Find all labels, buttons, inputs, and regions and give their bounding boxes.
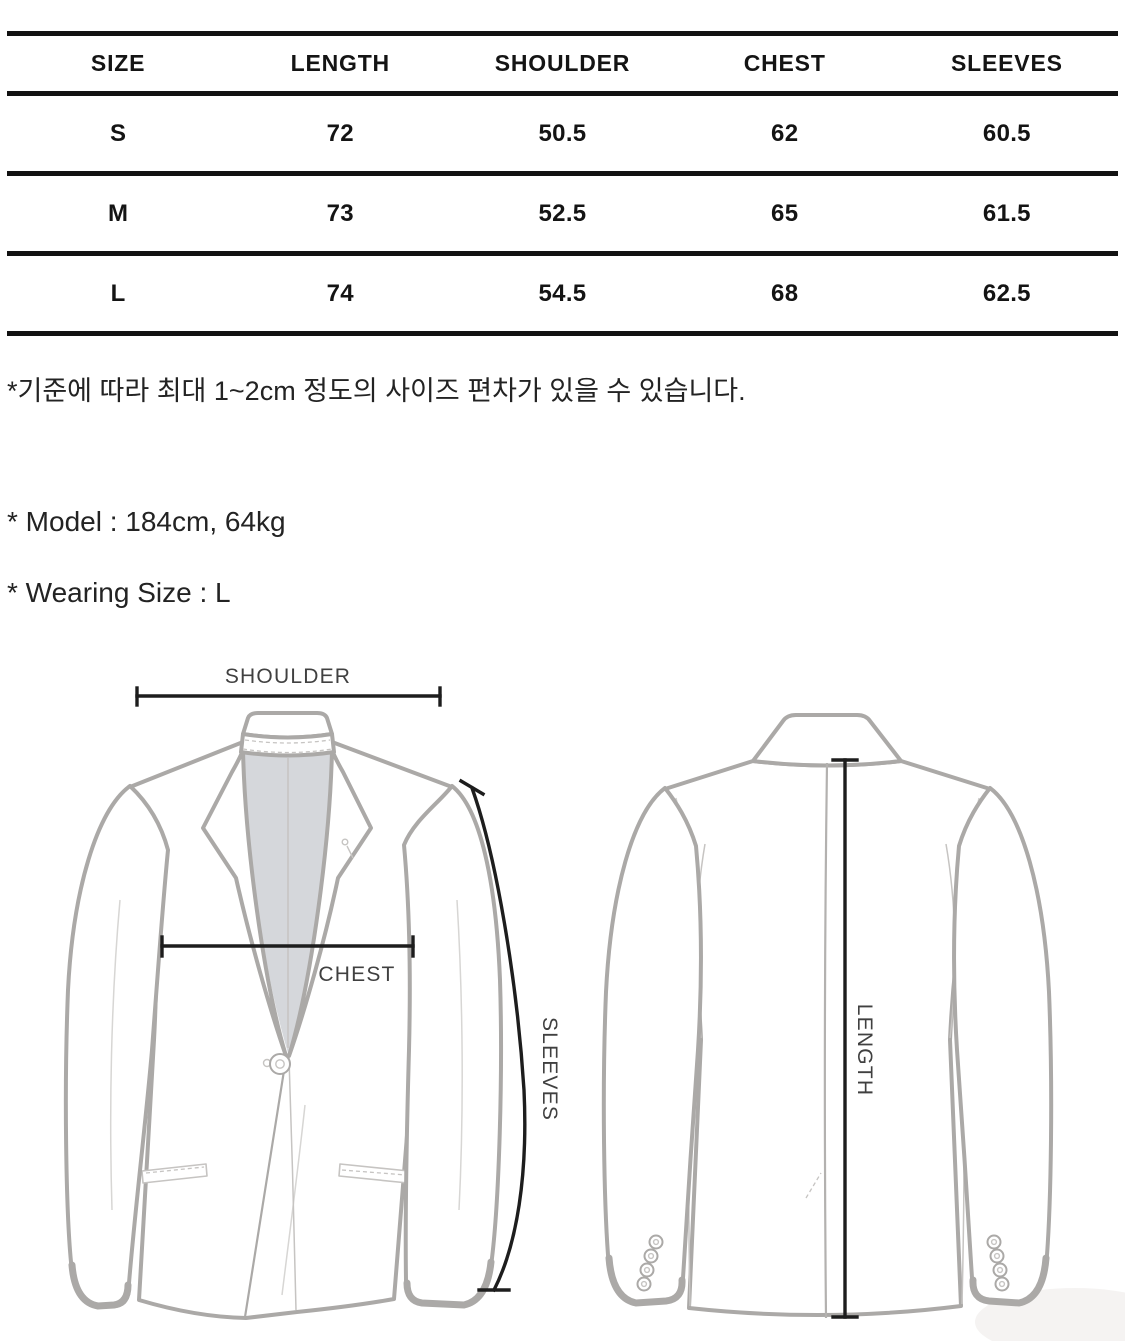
front-lapel-left [201, 748, 288, 1058]
shoulder-value: 54.5 [538, 279, 587, 307]
front-cuff-right [403, 1258, 495, 1309]
front-lapel-right [287, 748, 373, 1058]
column-header-shoulder: SHOULDER [494, 50, 631, 76]
back-cuff-left [605, 1254, 686, 1307]
sleeves-label: SLEEVES [538, 1016, 561, 1122]
back-sleeve-right [952, 786, 1054, 1305]
back-collar [751, 713, 903, 768]
measurement-lines [135, 686, 859, 1319]
back-body [663, 759, 992, 1318]
cuff-buttons-left [636, 1234, 664, 1292]
size-name: S [109, 119, 127, 147]
back-cuff-right [969, 1254, 1050, 1307]
chest-value: 65 [771, 199, 799, 227]
shoulder-value: 50.5 [538, 119, 587, 147]
front-sleeve-right [402, 784, 504, 1307]
sleeves-measure-line [458, 778, 527, 1293]
length-label: LENGTH [853, 1003, 876, 1097]
length-value: 73 [326, 199, 354, 227]
front-cuff-left [68, 1261, 132, 1310]
back-vent-mark [805, 1172, 822, 1199]
column-header-chest: CHEST [743, 50, 826, 76]
column-header-sleeves: SLEEVES [951, 50, 1063, 76]
front-sleeve-seam-left [109, 899, 121, 1211]
measurement-diagram: SHOULDER CHEST SLEEVES LENGTH [0, 650, 1125, 1341]
collar-stitch-bottom [242, 748, 333, 754]
column-header-length: LENGTH [290, 50, 390, 76]
back-jacket-illustration [601, 713, 1054, 1319]
table-row-l: L 74 54.5 68 62.5 [7, 256, 1118, 336]
shoulder-value: 52.5 [538, 199, 587, 227]
sleeves-value: 61.5 [982, 199, 1031, 227]
chest-value: 68 [771, 279, 799, 307]
table-header-row: SIZE LENGTH SHOULDER CHEST SLEEVES [7, 36, 1118, 96]
collar-stitch-top [244, 739, 331, 744]
sleeves-value: 62.5 [982, 279, 1031, 307]
chest-label: CHEST [318, 963, 396, 986]
model-info-note: * Model : 184cm, 64kg [7, 506, 286, 537]
table-row-s: S 72 50.5 62 60.5 [7, 96, 1118, 176]
length-measure-line [831, 758, 859, 1319]
chest-measure-line [160, 935, 415, 958]
size-deviation-note: *기준에 따라 최대 1~2cm 정도의 사이즈 편차가 있을 수 있습니다. [7, 376, 746, 406]
front-collar-band [239, 732, 336, 758]
front-jacket-illustration [63, 711, 504, 1320]
front-button [262, 1053, 291, 1075]
length-value: 74 [326, 279, 354, 307]
shoulder-measure-line [135, 686, 442, 707]
table-row-m: M 73 52.5 65 61.5 [7, 176, 1118, 256]
shoulder-label: SHOULDER [224, 665, 352, 688]
back-sleeve-left [601, 786, 703, 1305]
sleeves-value: 60.5 [982, 119, 1031, 147]
wearing-size-note: * Wearing Size : L [7, 577, 231, 608]
cuff-buttons-right [986, 1234, 1010, 1292]
chest-value: 62 [771, 119, 799, 147]
size-name: L [110, 279, 126, 307]
size-name: M [107, 199, 129, 227]
front-sleeve-seam-right [456, 899, 463, 1211]
column-header-size: SIZE [90, 50, 146, 76]
back-center-seam [823, 762, 829, 1319]
lapel-buttonhole [341, 838, 354, 859]
length-value: 72 [326, 119, 354, 147]
size-table: SIZE LENGTH SHOULDER CHEST SLEEVES S 72 … [7, 31, 1118, 336]
front-edge-left-panel [243, 1057, 288, 1318]
jacket-diagram-canvas [63, 686, 1125, 1341]
front-edge-right-panel [288, 1057, 297, 1311]
front-pocket-left [141, 1163, 208, 1184]
